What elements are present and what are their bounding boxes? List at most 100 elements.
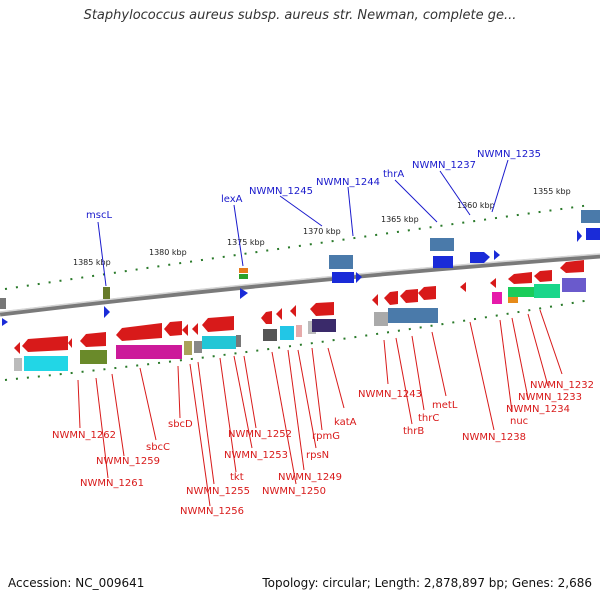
gene-label: NWMN_1256: [180, 506, 244, 517]
gene-label: NWMN_1238: [462, 432, 526, 443]
gene-label: mscL: [86, 210, 112, 221]
gene-label: sbcD: [168, 419, 193, 430]
forward-gene-arrow: [104, 306, 110, 318]
reverse-gene-arrow: [192, 323, 198, 335]
cog-box: [0, 298, 6, 309]
reverse-gene-arrow: [508, 272, 532, 284]
reverse-gene-arrow: [490, 278, 496, 288]
forward-gene-labels: mscL lexA NWMN_1245 NWMN_1244 thrA NWMN_…: [86, 149, 541, 221]
kbp-tick-label: 1360 kbp: [457, 201, 495, 210]
gene-label: NWMN_1245: [249, 186, 313, 197]
gene-label: NWMN_1252: [228, 429, 292, 440]
cog-box: [80, 350, 107, 364]
forward-leader-lines: [97, 159, 509, 287]
gene-label: NWMN_1261: [80, 478, 144, 489]
forward-gene: [332, 272, 354, 283]
forward-gene: [586, 228, 600, 240]
gene-label: NWMN_1249: [278, 472, 342, 483]
gene-label: katA: [334, 417, 357, 428]
reverse-genes: [14, 260, 586, 371]
cog-box: [312, 319, 336, 332]
cog-box: [388, 308, 438, 323]
cog-box: [236, 335, 241, 347]
genome-backbone: [0, 253, 600, 317]
gene-label: NWMN_1255: [186, 486, 250, 497]
cog-box: [239, 268, 248, 273]
gene-label: NWMN_1235: [477, 149, 541, 160]
reverse-gene-arrow: [202, 316, 234, 332]
gene-label: NWMN_1244: [316, 177, 380, 188]
cog-box: [194, 341, 202, 353]
accession-text: Accession: NC_009641: [8, 576, 145, 590]
reverse-gene-arrow: [164, 321, 182, 336]
cog-box: [492, 292, 502, 304]
reverse-gene-arrow: [372, 294, 378, 306]
reverse-gene-arrow: [182, 324, 188, 336]
kbp-tick-label: 1375 kbp: [227, 238, 265, 247]
gene-label: metL: [432, 400, 458, 411]
forward-gene: [470, 252, 484, 263]
cog-box: [184, 341, 192, 355]
gene-label: NWMN_1250: [262, 486, 326, 497]
cog-box: [581, 210, 600, 223]
gene-label: NWMN_1253: [224, 450, 288, 461]
kbp-tick-label: 1380 kbp: [149, 248, 187, 257]
gene-label: NWMN_1234: [506, 404, 570, 415]
cog-box: [14, 358, 22, 371]
reverse-gene-arrow: [68, 338, 72, 348]
gene-label: NWMN_1233: [518, 392, 582, 403]
cog-box: [280, 326, 294, 340]
cog-box: [562, 278, 586, 292]
gene-label: nuc: [510, 416, 528, 427]
gene-label: thrC: [418, 413, 439, 424]
reverse-gene-arrow: [22, 336, 68, 352]
reverse-gene-arrow: [116, 323, 162, 341]
cog-box: [534, 284, 560, 298]
kbp-tick-label: 1385 kbp: [73, 258, 111, 267]
cog-box: [296, 325, 302, 337]
kbp-tick-label: 1355 kbp: [533, 187, 571, 196]
gene-label: rpmG: [312, 431, 340, 442]
reverse-gene-arrow: [80, 332, 106, 347]
reverse-gene-arrow: [400, 289, 418, 303]
cog-box: [430, 238, 454, 251]
cog-box: [103, 287, 110, 299]
kbp-labels: 1355 kbp 1360 kbp 1365 kbp 1370 kbp 1375…: [73, 187, 571, 267]
reverse-gene-arrow: [261, 311, 272, 324]
genome-backbone-highlight: [0, 253, 600, 313]
cog-box: [508, 287, 534, 297]
reverse-gene-arrow: [310, 302, 334, 316]
forward-gene-arrow: [240, 288, 248, 299]
reverse-gene-labels: NWMN_1262 NWMN_1261 NWMN_1259 sbcC sbcD …: [52, 380, 594, 517]
gene-label: NWMN_1232: [530, 380, 594, 391]
cog-box: [24, 356, 68, 371]
forward-gene-arrow: [494, 250, 500, 260]
forward-gene-arrow: [356, 272, 362, 283]
gene-label: NWMN_1259: [96, 456, 160, 467]
reverse-gene-arrow: [460, 282, 466, 292]
cog-box: [263, 329, 277, 341]
kbp-tick-label: 1365 kbp: [381, 215, 419, 224]
gene-label: NWMN_1262: [52, 430, 116, 441]
reverse-gene-arrow: [560, 260, 584, 273]
gene-label: rpsN: [306, 450, 329, 461]
kbp-tick-label: 1370 kbp: [303, 227, 341, 236]
reverse-gene-arrow: [384, 291, 398, 305]
cog-box: [239, 274, 248, 279]
gene-label: NWMN_1237: [412, 160, 476, 171]
cog-box: [374, 312, 388, 326]
forward-gene-arrow: [484, 252, 490, 263]
genome-summary-text: Topology: circular; Length: 2,878,897 bp…: [262, 576, 592, 590]
cog-box: [508, 295, 518, 303]
forward-genes: [0, 210, 600, 326]
forward-gene: [433, 256, 453, 268]
forward-gene-arrow: [577, 230, 582, 242]
reverse-gene-arrow: [290, 305, 296, 317]
gene-label: thrA: [383, 169, 404, 180]
cog-box: [329, 255, 353, 269]
gene-label: sbcC: [146, 442, 170, 453]
forward-gene-arrow: [2, 318, 8, 326]
reverse-gene-arrow: [14, 342, 20, 354]
reverse-gene-arrow: [534, 270, 552, 282]
